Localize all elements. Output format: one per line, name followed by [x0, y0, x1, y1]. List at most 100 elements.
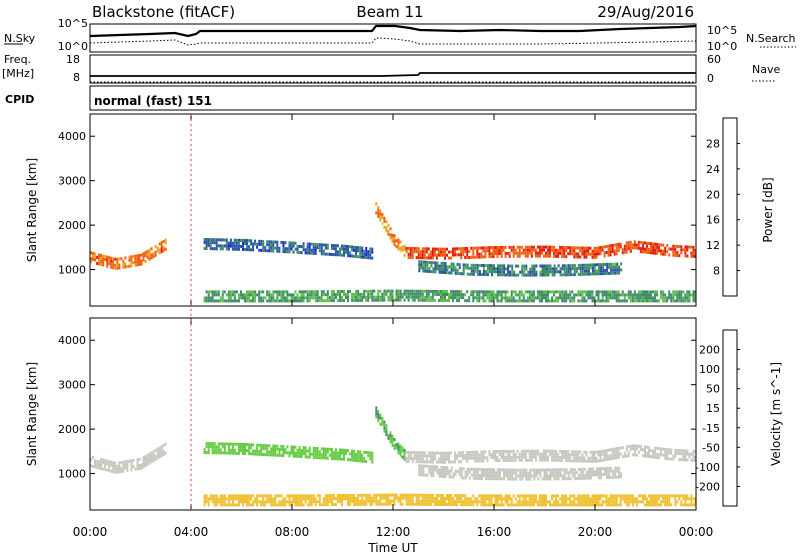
data-cell: [94, 462, 96, 466]
data-cell: [458, 263, 461, 267]
data-cell: [454, 293, 457, 297]
data-cell: [500, 299, 503, 303]
data-cell: [656, 446, 659, 450]
data-cell: [377, 416, 380, 419]
data-cell: [90, 251, 92, 255]
data-cell: [680, 290, 683, 294]
data-cell: [203, 247, 206, 250]
data-cell: [154, 457, 157, 461]
data-cell: [583, 473, 586, 477]
data-cell: [379, 209, 382, 213]
data-cell: [512, 248, 515, 252]
data-cell: [500, 503, 503, 507]
data-cell: [524, 449, 527, 453]
data-cell: [589, 476, 592, 480]
data-cell: [391, 236, 394, 240]
data-cell: [664, 296, 667, 300]
data-cell: [668, 494, 671, 498]
data-cell: [436, 264, 439, 268]
data-cell: [510, 299, 513, 303]
data-cell: [244, 497, 246, 501]
data-cell: [462, 293, 465, 297]
data-cell: [484, 299, 487, 303]
data-cell: [509, 270, 512, 274]
data-cell: [486, 503, 489, 507]
data-cell: [334, 454, 337, 458]
data-cell: [136, 254, 139, 258]
data-cell: [561, 494, 564, 498]
data-cell: [393, 243, 396, 247]
data-cell: [543, 254, 545, 258]
data-cell: [262, 453, 265, 456]
data-cell: [314, 293, 317, 297]
data-cell: [211, 238, 214, 242]
data-cell: [496, 450, 499, 453]
data-cell: [419, 454, 422, 458]
data-cell: [563, 474, 566, 478]
data-cell: [601, 503, 604, 507]
data-cell: [250, 452, 253, 456]
data-cell: [359, 493, 362, 497]
data-cell: [138, 463, 141, 467]
data-cell: [631, 500, 634, 504]
data-cell: [474, 290, 477, 294]
data-cell: [310, 242, 313, 246]
data-cell: [569, 500, 572, 504]
data-cell: [682, 503, 685, 507]
data-cell: [450, 494, 453, 498]
data-cell: [314, 249, 317, 252]
data-cell: [468, 255, 471, 259]
data-cell: [373, 289, 376, 293]
data-cell: [460, 460, 463, 464]
data-cell: [573, 459, 576, 463]
data-cell: [547, 273, 550, 277]
data-cell: [435, 256, 438, 260]
data-cell: [565, 255, 568, 259]
data-cell: [387, 493, 390, 497]
data-cell: [488, 255, 491, 259]
data-cell: [596, 263, 598, 267]
data-cell: [359, 246, 362, 250]
data-cell: [565, 296, 568, 300]
data-cell: [658, 497, 661, 501]
data-cell: [514, 452, 517, 456]
data-cell: [480, 450, 483, 454]
data-cell: [563, 503, 566, 507]
data-cell: [134, 260, 137, 264]
data-cell: [519, 270, 522, 274]
data-cell: [389, 295, 392, 299]
data-cell: [415, 460, 418, 464]
data-cell: [545, 254, 547, 258]
data-cell: [593, 255, 596, 259]
data-cell: [595, 299, 598, 303]
data-cell: [440, 253, 442, 257]
data-cell: [670, 494, 673, 498]
data-cell: [353, 502, 356, 506]
data-cell: [559, 503, 562, 507]
data-cell: [272, 503, 275, 507]
data-cell: [593, 453, 596, 457]
data-cell: [272, 296, 275, 300]
data-cell: [680, 452, 683, 456]
data-cell: [221, 299, 224, 303]
data-cell: [583, 263, 586, 267]
data-cell: [658, 447, 661, 451]
data-cell: [375, 412, 378, 416]
data-cell: [122, 460, 125, 464]
data-cell: [262, 503, 265, 507]
data-cell: [369, 454, 372, 458]
data-cell: [646, 497, 648, 501]
data-cell: [664, 456, 667, 460]
data-cell: [316, 293, 319, 297]
data-cell: [250, 290, 253, 294]
data-cell: [427, 502, 430, 506]
data-cell: [422, 266, 425, 270]
data-cell: [592, 272, 594, 276]
data-cell: [341, 500, 343, 503]
data-cell: [536, 254, 539, 258]
data-cell: [431, 457, 434, 461]
data-cell: [557, 503, 560, 507]
data-cell: [288, 497, 291, 501]
data-cell: [252, 299, 255, 303]
